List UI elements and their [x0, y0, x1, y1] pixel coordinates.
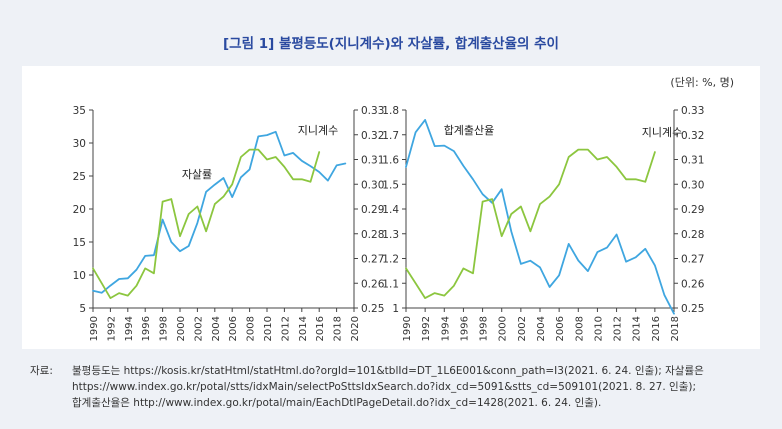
chart2-x-tick-label: 1990 [402, 316, 413, 341]
source-note: 자료: 불평등도는 https://kosis.kr/statHtml/stat… [30, 363, 765, 411]
chart2-x-tick-label: 2016 [651, 316, 662, 341]
chart2-x-tick-label: 1994 [440, 316, 451, 341]
chart1-left-tick-label: 20 [73, 204, 86, 216]
chart1-x-tick-label: 2006 [228, 316, 239, 341]
chart1-x-tick-label: 1998 [159, 316, 170, 341]
chart1-annotation: 자살률 [182, 168, 212, 181]
chart2-x-tick-label: 1996 [459, 316, 470, 341]
chart1-left-tick-label: 35 [73, 105, 86, 117]
chart1-right-tick-label: 0.26 [361, 278, 385, 290]
source-line-2: https://www.index.go.kr/potal/stts/idxMa… [72, 381, 696, 393]
chart1-annotation: 지니계수 [298, 124, 338, 137]
unit-note: (단위: %, 명) [670, 76, 734, 89]
chart1-right-tick-label: 0.29 [361, 204, 384, 216]
chart1-x-tick-label: 2016 [315, 316, 326, 341]
chart2-x-tick-label: 2010 [593, 316, 604, 341]
chart1-right-tick-label: 0.30 [361, 179, 384, 191]
chart2-series-line [405, 148, 656, 299]
chart1-x-tick-label: 2004 [211, 316, 222, 341]
chart1-right-tick-label: 0.25 [361, 303, 384, 315]
chart2-left-tick-label: 1.5 [382, 179, 399, 191]
chart2-x-tick-label: 1992 [421, 316, 432, 341]
chart2-right-tick-label: 0.32 [681, 130, 704, 142]
chart1-x-tick-label: 1996 [141, 316, 152, 341]
chart1-series-line [92, 130, 347, 294]
chart2-right-tick-label: 0.25 [681, 303, 704, 315]
chart2-left-tick-label: 1 [392, 303, 399, 315]
chart2-x-tick-label: 2002 [517, 316, 528, 341]
chart1-x-tick-label: 2002 [193, 316, 204, 341]
chart2-x-tick-label: 2012 [613, 316, 624, 341]
chart1-x-tick-label: 2012 [280, 316, 291, 341]
chart2-right-tick-label: 0.30 [681, 179, 704, 191]
chart2-annotation: 합계출산율 [444, 124, 495, 137]
chart1-left-tick-label: 15 [73, 237, 86, 249]
chart1-x-tick-label: 2010 [263, 316, 274, 341]
source-label: 자료: [30, 365, 53, 377]
chart1-series-line [92, 148, 321, 299]
chart2-x-tick-label: 2000 [498, 316, 509, 341]
chart1-x-tick-label: 2018 [333, 316, 344, 341]
chart2-series-line [405, 119, 675, 315]
chart2-left-tick-label: 1.7 [382, 130, 399, 142]
chart2-x-tick-label: 2004 [536, 316, 547, 341]
chart1-x-tick-label: 2020 [350, 316, 361, 341]
chart1-right-tick-label: 0.27 [361, 254, 384, 266]
chart1-x-tick-label: 2014 [298, 316, 309, 341]
chart2-left-tick-label: 1.3 [382, 229, 399, 241]
chart2-right-tick-label: 0.31 [681, 155, 704, 167]
chart2-annotation: 지니계수 [642, 126, 682, 139]
chart2-left-tick-label: 1.8 [382, 105, 399, 117]
chart1-right-tick-label: 0.31 [361, 155, 384, 167]
chart1-left-tick-label: 25 [73, 171, 86, 183]
chart-panel: (단위: %, 명) 5 10 15 20 25 30 35 0.25 0.26 0.27 0.28 0… [22, 66, 760, 349]
chart1-left-tick-label: 30 [73, 138, 86, 150]
chart2-right-tick-label: 0.26 [681, 278, 705, 290]
chart1-x-tick-label: 1992 [106, 316, 117, 341]
chart1-x-tick-label: 1990 [89, 316, 100, 341]
chart1-right-tick-label: 0.28 [361, 229, 384, 241]
source-line-1: 불평등도는 https://kosis.kr/statHtml/statHtml… [72, 365, 704, 377]
chart2-x-tick-label: 1998 [479, 316, 490, 341]
chart2-right-tick-label: 0.27 [681, 254, 704, 266]
chart1-left-tick-label: 5 [79, 303, 86, 315]
chart2-x-tick-label: 2008 [574, 316, 585, 341]
chart2-x-tick-label: 2014 [632, 316, 643, 341]
chart2-x-tick-label: 2018 [670, 316, 681, 341]
chart1-right-tick-label: 0.32 [361, 130, 384, 142]
chart2-left-tick-label: 1.6 [382, 155, 399, 167]
chart2-x-tick-label: 2006 [555, 316, 566, 341]
chart2-left-tick-label: 1.1 [382, 278, 399, 290]
chart1-x-tick-label: 1994 [124, 316, 135, 341]
chart1-left-tick-label: 10 [73, 270, 86, 282]
source-line-3: 합계출산율은 http://www.index.go.kr/potal/main… [72, 397, 602, 409]
chart1-x-tick-label: 2000 [176, 316, 187, 341]
chart2-right-tick-label: 0.28 [681, 229, 704, 241]
charts-svg: (단위: %, 명) 5 10 15 20 25 30 35 0.25 0.26 0.27 0.28 0… [73, 76, 734, 341]
chart1-x-tick-label: 2008 [246, 316, 257, 341]
figure-title: [그림 1] 불평등도(지니계수)와 자살률, 합계출산율의 추이 [223, 36, 559, 52]
chart2-left-tick-label: 1.2 [382, 254, 399, 266]
chart2-left-tick-label: 1.4 [382, 204, 399, 216]
chart1-right-tick-label: 0.33 [361, 105, 384, 117]
chart2-right-tick-label: 0.29 [681, 204, 704, 216]
chart2-right-tick-label: 0.33 [681, 105, 704, 117]
